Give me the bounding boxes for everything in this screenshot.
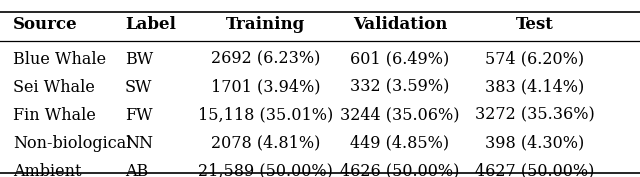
Text: 601 (6.49%): 601 (6.49%) [350,51,450,68]
Text: Non-biological: Non-biological [13,135,131,152]
Text: SW: SW [125,79,152,96]
Text: Ambient: Ambient [13,163,81,177]
Text: 4626 (50.00%): 4626 (50.00%) [340,163,460,177]
Text: 332 (3.59%): 332 (3.59%) [350,79,450,96]
Text: Training: Training [226,16,305,33]
Text: Source: Source [13,16,77,33]
Text: AB: AB [125,163,148,177]
Text: FW: FW [125,107,152,124]
Text: 383 (4.14%): 383 (4.14%) [484,79,584,96]
Text: 4627 (50.00%): 4627 (50.00%) [475,163,594,177]
Text: 3272 (35.36%): 3272 (35.36%) [474,107,595,124]
Text: Validation: Validation [353,16,447,33]
Text: Fin Whale: Fin Whale [13,107,95,124]
Text: Test: Test [515,16,554,33]
Text: BW: BW [125,51,153,68]
Text: 2692 (6.23%): 2692 (6.23%) [211,51,320,68]
Text: 574 (6.20%): 574 (6.20%) [485,51,584,68]
Text: NN: NN [125,135,153,152]
Text: Label: Label [125,16,175,33]
Text: 398 (4.30%): 398 (4.30%) [484,135,584,152]
Text: 2078 (4.81%): 2078 (4.81%) [211,135,320,152]
Text: 21,589 (50.00%): 21,589 (50.00%) [198,163,333,177]
Text: 1701 (3.94%): 1701 (3.94%) [211,79,321,96]
Text: Blue Whale: Blue Whale [13,51,106,68]
Text: Sei Whale: Sei Whale [13,79,95,96]
Text: 449 (4.85%): 449 (4.85%) [351,135,449,152]
Text: 3244 (35.06%): 3244 (35.06%) [340,107,460,124]
Text: 15,118 (35.01%): 15,118 (35.01%) [198,107,333,124]
